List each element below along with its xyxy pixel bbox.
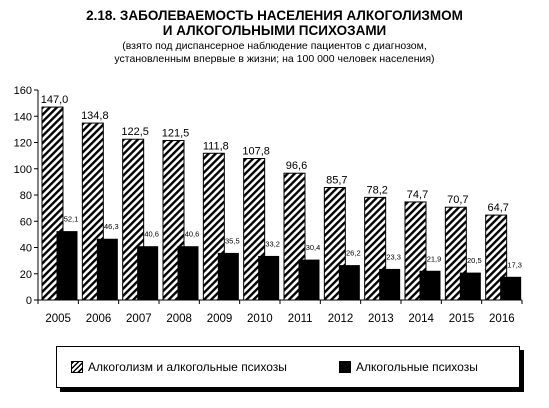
x-tick-label: 2007 (126, 313, 152, 325)
y-tick-label: 100 (14, 164, 32, 176)
title-line-2: И АЛКОГОЛЬНЫМИ ПСИХОЗАМИ (162, 23, 387, 38)
data-label-alcoholism: 70,7 (447, 194, 468, 206)
x-tick-label: 2015 (449, 313, 475, 325)
data-label-alcoholism: 85,7 (326, 175, 347, 187)
y-tick-label: 80 (20, 190, 32, 202)
data-label-psychoses: 20,5 (467, 256, 482, 265)
chart-legend: Алкоголизм и алкогольные психозы Алкогол… (56, 346, 520, 388)
data-label-psychoses: 40,6 (185, 230, 200, 239)
data-label-alcoholism: 121,5 (162, 128, 190, 140)
data-label-psychoses: 26,2 (346, 249, 361, 258)
data-label-alcoholism: 96,6 (286, 160, 307, 172)
x-tick-label: 2009 (207, 313, 233, 325)
data-label-alcoholism: 64,7 (487, 202, 508, 214)
legend-item-alcoholism: Алкоголизм и алкогольные психозы (71, 360, 287, 374)
data-label-alcoholism: 122,5 (121, 126, 149, 138)
x-tick-label: 2011 (288, 313, 313, 325)
data-label-alcoholism: 107,8 (242, 146, 270, 158)
y-tick-label: 0 (26, 295, 32, 307)
legend-item-psychoses: Алкогольные психозы (339, 360, 478, 374)
x-tick-label: 2016 (489, 313, 515, 325)
bar-psychoses (96, 238, 118, 301)
x-tick-label: 2013 (368, 313, 394, 325)
subtitle-line-1: (взято под диспансерное наблюдение пацие… (122, 40, 427, 52)
x-tick-label: 2010 (247, 313, 273, 325)
data-label-psychoses: 35,5 (225, 236, 240, 245)
bar-psychoses (338, 265, 360, 301)
y-tick-label: 160 (14, 85, 32, 97)
bar-psychoses (56, 231, 78, 301)
bar-psychoses (500, 276, 522, 301)
x-tick-label: 2006 (86, 313, 112, 325)
data-label-alcoholism: 147,0 (41, 94, 69, 106)
legend-label-psychoses: Алкогольные психозы (356, 360, 478, 374)
data-label-psychoses: 21,9 (427, 254, 442, 263)
data-label-psychoses: 17,3 (507, 260, 522, 269)
chart-subtitle: (взято под диспансерное наблюдение пацие… (0, 40, 549, 66)
chart-title: 2.18. ЗАБОЛЕВАЕМОСТЬ НАСЕЛЕНИЯ АЛКОГОЛИЗ… (0, 8, 549, 38)
bar-psychoses (258, 255, 280, 301)
y-tick-label: 60 (20, 216, 32, 228)
bar-psychoses (137, 246, 159, 301)
y-tick-label: 120 (14, 138, 32, 150)
x-tick-label: 2008 (166, 313, 192, 325)
data-label-psychoses: 33,2 (265, 239, 280, 248)
data-label-alcoholism: 134,8 (81, 110, 109, 122)
y-tick-label: 20 (20, 269, 32, 281)
data-label-alcoholism: 74,7 (407, 189, 428, 201)
bar-psychoses (177, 246, 199, 301)
bar-psychoses (459, 272, 481, 301)
data-label-psychoses: 46,3 (104, 222, 119, 231)
y-tick-label: 40 (20, 243, 32, 255)
data-label-alcoholism: 78,2 (366, 184, 387, 196)
bar-psychoses (379, 268, 401, 301)
data-label-psychoses: 40,6 (144, 230, 159, 239)
legend-swatch-hatched (71, 361, 83, 373)
legend-swatch-solid (339, 361, 351, 373)
x-tick-label: 2005 (45, 313, 71, 325)
legend-label-alcoholism: Алкоголизм и алкогольные психозы (88, 360, 287, 374)
title-line-1: 2.18. ЗАБОЛЕВАЕМОСТЬ НАСЕЛЕНИЯ АЛКОГОЛИЗ… (86, 8, 463, 23)
bar-psychoses (217, 252, 239, 301)
subtitle-line-2: установленным впервые в жизни; на 100 00… (114, 53, 435, 65)
bar-psychoses (298, 259, 320, 301)
data-label-alcoholism: 111,8 (203, 140, 229, 152)
bar-chart: 0 20 40 60 80 100 120 140 160 147,0 52,1 2005 134,8… (14, 85, 523, 325)
data-label-psychoses: 23,3 (386, 252, 401, 261)
x-tick-label: 2012 (328, 313, 354, 325)
bar-psychoses (419, 270, 441, 301)
data-label-psychoses: 52,1 (64, 215, 79, 224)
y-tick-label: 140 (14, 111, 32, 123)
data-label-psychoses: 30,4 (306, 243, 321, 252)
x-tick-label: 2014 (408, 313, 434, 325)
